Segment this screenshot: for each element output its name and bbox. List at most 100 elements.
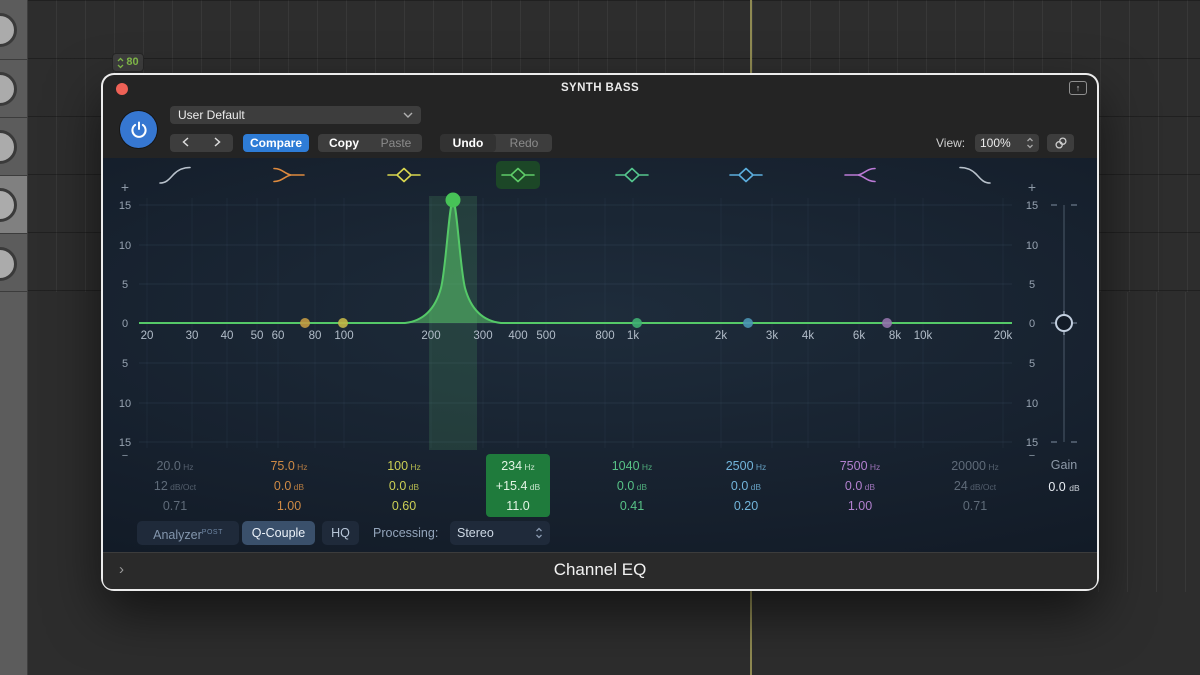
side-chain-icon[interactable]: ↑ [1069,81,1087,95]
band-7-params[interactable]: 7500 Hz 0.0 dB 1.00 [828,454,892,517]
band-2-gain[interactable]: 0.0 dB [273,479,305,493]
stepper-chevrons-icon [536,527,542,539]
band-4-frequency[interactable]: 234 Hz [501,459,535,473]
master-gain-slider[interactable] [1051,204,1077,443]
chevron-left-icon [182,137,189,147]
band-8-gain[interactable]: 24 dB/Oct [953,479,997,493]
scale-plus-label: + [121,179,129,195]
band-3-gain[interactable]: 0.0 dB [388,479,420,493]
eq-graph[interactable]: 20 30 40 50 60 80 100 200 300 400 500 800 1k 2k 3k 4k 6k… [103,158,1097,552]
band-8-frequency[interactable]: 20000 Hz [951,459,999,473]
band-7-q[interactable]: 1.00 [847,499,873,513]
band-1-params[interactable]: 20.0 Hz 12 dB/Oct 0.71 [143,454,207,517]
eq-display-panel: 20 30 40 50 60 80 100 200 300 400 500 800 1k 2k 3k 4k 6k… [103,158,1097,552]
copy-button[interactable]: Copy [329,136,359,150]
master-gain-readout[interactable]: Gain 0.0 dB [1024,454,1097,498]
band-2-lowshelf-icon[interactable] [267,161,311,189]
track-row-divider [0,175,27,176]
processing-dropdown[interactable]: Stereo [450,521,550,545]
band-4-params[interactable]: 234 Hz +15.4 dB 11.0 [486,454,550,517]
band-2-handle[interactable] [300,318,310,328]
band-5-params[interactable]: 1040 Hz 0.0 dB 0.41 [600,454,664,517]
next-preset-button[interactable] [202,134,234,152]
freq-tick-label: 20k [994,330,1013,342]
band-6-frequency[interactable]: 2500 Hz [725,459,767,473]
redo-button[interactable]: Redo [509,136,539,150]
gain-value[interactable]: 0.0 dB [1048,480,1080,494]
band-6-handle[interactable] [743,318,753,328]
undo-redo-group: Undo Redo [440,134,552,152]
band-1-frequency[interactable]: 20.0 Hz [156,459,194,473]
plugin-footer: › Channel EQ [103,552,1097,589]
pan-knob[interactable] [0,13,17,47]
band-5-frequency[interactable]: 1040 Hz [611,459,653,473]
band-1-q[interactable]: 0.71 [162,499,188,513]
band-6-q[interactable]: 0.20 [733,499,759,513]
view-label: View: [936,136,966,150]
freq-tick-label: 500 [536,330,555,342]
band-3-q[interactable]: 0.60 [391,499,417,513]
band-1-gain[interactable]: 12 dB/Oct [153,479,197,493]
scale-minus-label: − [1029,450,1035,462]
freq-tick-label: 60 [272,330,285,342]
band-8-lowpass-icon[interactable] [953,161,997,189]
window-titlebar[interactable]: SYNTH BASS ↑ [103,75,1097,101]
track-row-divider [0,117,27,118]
compare-button[interactable]: Compare [243,134,309,152]
q-couple-button[interactable]: Q-Couple [242,521,315,545]
band-6-params[interactable]: 2500 Hz 0.0 dB 0.20 [714,454,778,517]
band-4-q[interactable]: 11.0 [506,499,530,513]
db-tick-label-left: 15 [119,200,131,212]
band-7-gain[interactable]: 0.0 dB [844,479,876,493]
freq-tick-label: 1k [627,330,639,342]
band-1-highpass-icon[interactable] [153,161,197,189]
band-5-bell-icon[interactable] [610,161,654,189]
band-3-frequency[interactable]: 100 Hz [387,459,421,473]
band-3-handle[interactable] [338,318,348,328]
freq-tick-label: 40 [221,330,234,342]
pan-knob[interactable] [0,247,17,281]
band-7-highshelf-icon[interactable] [838,161,882,189]
band-5-q[interactable]: 0.41 [619,499,645,513]
band-2-q[interactable]: 1.00 [276,499,302,513]
band-7-handle[interactable] [882,318,892,328]
db-tick-label-left: 5 [122,358,128,370]
db-tick-label-right: 15 [1026,437,1038,449]
band-8-params[interactable]: 20000 Hz 24 dB/Oct 0.71 [943,454,1007,517]
pan-knob[interactable] [0,72,17,106]
band-5-gain[interactable]: 0.0 dB [616,479,648,493]
freq-tick-label: 6k [853,330,865,342]
close-button[interactable] [116,83,128,95]
band-2-params[interactable]: 75.0 Hz 0.0 dB 1.00 [257,454,321,517]
band-8-q[interactable]: 0.71 [962,499,988,513]
power-button[interactable] [120,111,157,148]
band-6-bell-icon[interactable] [724,161,768,189]
analyzer-button[interactable]: AnalyzerPOST [137,521,239,545]
freq-tick-label: 10k [914,330,933,342]
freq-tick-label: 4k [802,330,814,342]
undo-button[interactable]: Undo [440,134,496,152]
track-row-divider [0,59,27,60]
preset-nav-arrows[interactable] [170,134,233,152]
pan-knob[interactable] [0,130,17,164]
band-7-frequency[interactable]: 7500 Hz [839,459,881,473]
band-handles[interactable] [300,318,892,328]
gain-slider-thumb[interactable] [1055,314,1073,332]
view-zoom-dropdown[interactable]: 100% [975,134,1039,152]
band-2-frequency[interactable]: 75.0 Hz [270,459,308,473]
prev-preset-button[interactable] [170,134,202,152]
band-4-gain[interactable]: +15.4 dB [495,479,541,493]
band-4-bell-icon[interactable] [496,161,540,189]
preset-dropdown[interactable]: User Default [170,106,421,124]
band-3-params[interactable]: 100 Hz 0.0 dB 0.60 [372,454,436,517]
band-3-bell-icon[interactable] [382,161,426,189]
up-down-chevrons-icon [117,57,124,68]
link-button[interactable] [1047,134,1074,152]
band-6-gain[interactable]: 0.0 dB [730,479,762,493]
expand-chevron-icon[interactable]: › [119,561,124,578]
paste-button[interactable]: Paste [380,136,412,150]
band-5-handle[interactable] [632,318,642,328]
hq-button[interactable]: HQ [322,521,359,545]
band-4-handle[interactable] [445,192,461,208]
analyzer-mode[interactable]: POST [201,529,223,536]
